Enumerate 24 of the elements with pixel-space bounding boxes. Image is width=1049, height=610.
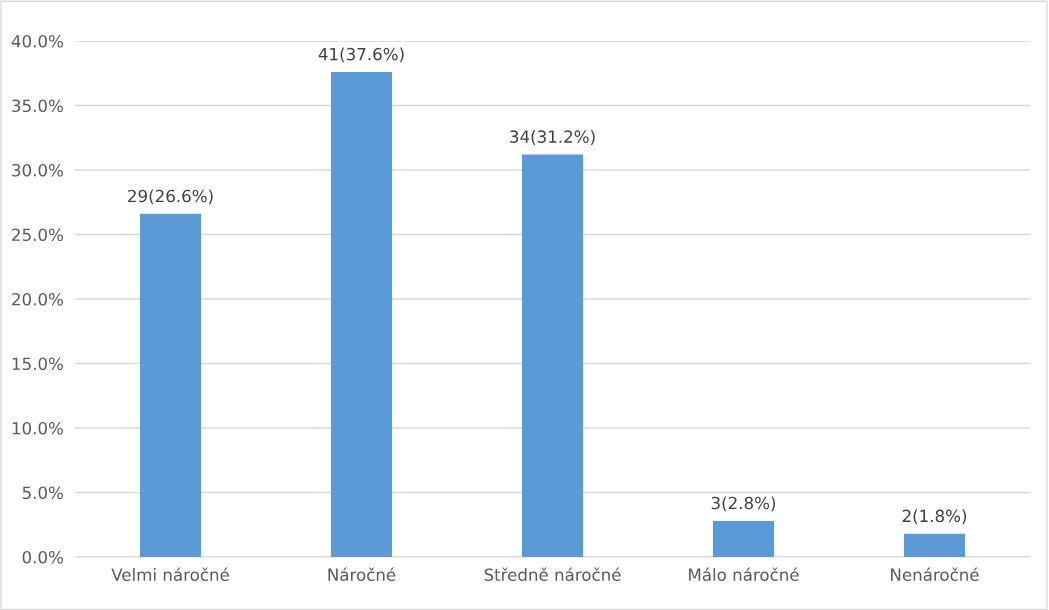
y-tick-label: 25.0% [12, 228, 63, 242]
data-label: 29(26.6%) [128, 189, 213, 205]
x-tick-label: Středně náročné [484, 567, 621, 582]
x-tick-label: Náročné [328, 567, 396, 582]
data-label: 41(37.6%) [318, 47, 404, 63]
bar [712, 520, 775, 557]
y-tick-label: 35.0% [12, 99, 63, 113]
x-tick-label: Málo náročné [689, 567, 799, 582]
data-label: 3(2.8%) [711, 496, 776, 512]
y-tick-label: 20.0% [12, 292, 63, 306]
bar [330, 71, 393, 557]
bar [521, 154, 584, 557]
data-label: 2(1.8%) [902, 509, 967, 525]
y-tick-label: 40.0% [11, 34, 63, 48]
y-tick-label: 15.0% [12, 357, 63, 371]
bar [139, 213, 202, 557]
y-tick-label: 0.0% [22, 550, 63, 564]
bar [903, 533, 966, 557]
data-label: 34(31.2%) [510, 130, 595, 145]
y-tick-label: 10.0% [12, 421, 63, 435]
y-tick-label: 30.0% [12, 163, 63, 177]
x-tick-label: Nenáročné [891, 567, 979, 582]
y-tick-label: 5.0% [22, 486, 63, 500]
x-tick-label: Velmi náročné [111, 567, 229, 582]
